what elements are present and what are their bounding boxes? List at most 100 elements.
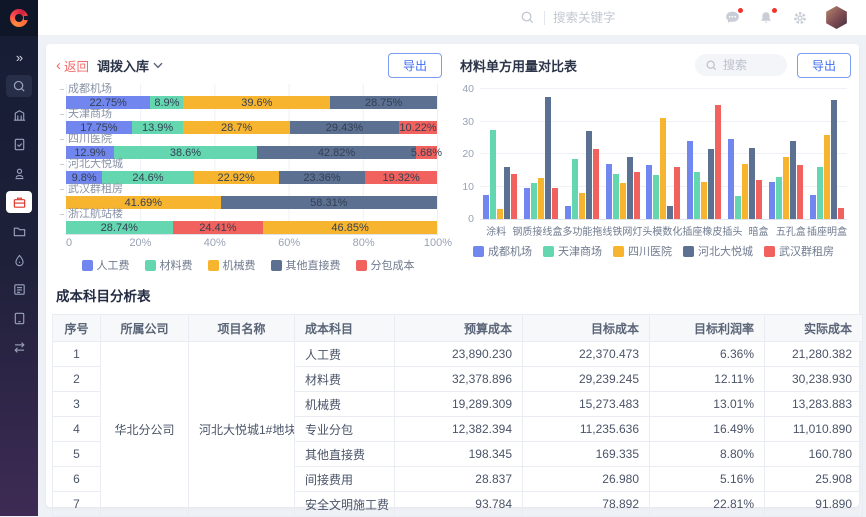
bar-segment[interactable]: 38.6% <box>113 146 258 159</box>
bar-segment[interactable]: 28.75% <box>330 96 437 109</box>
chart-bar[interactable] <box>796 165 803 219</box>
chart-bar[interactable] <box>646 165 653 219</box>
legend-item[interactable]: 人工费 <box>81 257 130 273</box>
chart-bar[interactable] <box>626 157 633 219</box>
chart-bar[interactable] <box>511 173 518 219</box>
legend-item[interactable]: 天津商场 <box>543 243 602 259</box>
bar-segment[interactable]: 39.6% <box>183 96 331 109</box>
chart-bar[interactable] <box>727 139 734 219</box>
settings-icon[interactable] <box>791 9 809 27</box>
avatar[interactable] <box>826 6 847 29</box>
chart-bar[interactable] <box>809 194 816 219</box>
chart-bar[interactable] <box>483 194 490 219</box>
chart-bar[interactable] <box>504 167 511 219</box>
sidebar-item-files[interactable] <box>6 220 32 242</box>
bar-segment[interactable]: 9.8% <box>66 171 103 184</box>
legend-item[interactable]: 四川医院 <box>613 243 672 259</box>
sidebar-item-documents[interactable] <box>6 133 32 155</box>
chart-bar[interactable] <box>741 163 748 219</box>
table-row[interactable]: 5 其他直接费 198.345 169.335 8.80% 160.780 <box>52 441 863 467</box>
chart-bar[interactable] <box>782 157 789 219</box>
chart-bar[interactable] <box>768 181 775 219</box>
bar-segment[interactable]: 46.85% <box>263 221 437 234</box>
chart-bar[interactable] <box>490 129 497 219</box>
bar-segment[interactable]: 24.6% <box>102 171 194 184</box>
legend-item[interactable]: 机械费 <box>207 257 256 273</box>
bar-segment[interactable]: 24.41% <box>172 221 264 234</box>
bar-segment[interactable]: 41.69% <box>66 196 221 209</box>
chart-bar[interactable] <box>708 149 715 219</box>
expand-icon[interactable]: » <box>15 49 23 65</box>
bar-segment[interactable]: 19.32% <box>365 171 437 184</box>
legend-item[interactable]: 材料费 <box>144 257 193 273</box>
chart-bar[interactable] <box>734 196 741 219</box>
chart-bar[interactable] <box>687 141 694 219</box>
sidebar-item-personnel[interactable] <box>6 162 32 184</box>
chart-bar[interactable] <box>837 207 844 219</box>
bar-segment[interactable]: 17.75% <box>66 121 132 134</box>
back-button[interactable]: ‹ 返回 <box>56 56 90 74</box>
chart-bar[interactable] <box>612 173 619 219</box>
table-row[interactable]: 6 间接费用 28.837 26.980 5.16% 25.908 <box>52 466 863 492</box>
bar-segment[interactable]: 8.9% <box>150 96 184 109</box>
sidebar-item-search[interactable] <box>6 75 32 97</box>
chart-bar[interactable] <box>571 158 578 219</box>
table-row[interactable]: 7 安全文明施工费 93.784 78.892 22.81% 91.890 <box>52 491 863 517</box>
legend-item[interactable]: 成都机场 <box>473 243 532 259</box>
sidebar-item-projects[interactable] <box>6 191 32 213</box>
chart-bar[interactable] <box>578 193 585 219</box>
chart-bar[interactable] <box>748 147 755 219</box>
chart-bar[interactable] <box>633 171 640 219</box>
sidebar-item-transfer[interactable] <box>6 336 32 358</box>
chart-search[interactable] <box>694 54 787 76</box>
bar-segment[interactable]: 42.82% <box>257 146 416 159</box>
chart-bar[interactable] <box>538 178 545 219</box>
table-row[interactable]: 4 专业分包 12,382.394 11,235.636 16.49% 11,010.89… <box>52 416 863 442</box>
chart-bar[interactable] <box>674 167 681 219</box>
chart-bar[interactable] <box>823 134 830 219</box>
chart-bar[interactable] <box>592 149 599 219</box>
chart-bar[interactable] <box>564 206 571 219</box>
bar-segment[interactable]: 22.92% <box>193 171 279 184</box>
chart-bar[interactable] <box>545 97 552 219</box>
bar-segment[interactable]: 12.9% <box>66 146 114 159</box>
chart-bar[interactable] <box>619 183 626 219</box>
legend-item[interactable]: 其他直接费 <box>270 257 341 273</box>
chart-bar[interactable] <box>552 188 559 219</box>
chart-bar[interactable] <box>667 206 674 219</box>
chart-bar[interactable] <box>694 171 701 219</box>
chart-bar[interactable] <box>653 175 660 219</box>
chart-bar[interactable] <box>816 167 823 219</box>
global-search-input[interactable] <box>553 10 663 25</box>
chart-bar[interactable] <box>531 183 538 219</box>
bar-segment[interactable]: 23.36% <box>278 171 366 184</box>
bar-segment[interactable]: 28.7% <box>183 121 290 134</box>
bar-segment[interactable]: 22.75% <box>66 96 151 109</box>
chart-bar[interactable] <box>715 105 722 219</box>
legend-item[interactable]: 分包成本 <box>355 257 415 273</box>
chart-bar[interactable] <box>701 181 708 219</box>
chart-search-input[interactable] <box>722 58 777 72</box>
app-logo[interactable] <box>0 0 38 36</box>
bar-segment[interactable]: 5.68% <box>410 146 443 159</box>
table-row[interactable]: 1华北分公司河北大悦城1#地块项目人工费23,890.23022,370.473… <box>52 341 863 517</box>
bar-segment[interactable]: 29.43% <box>289 121 400 134</box>
messages-icon[interactable] <box>723 7 743 27</box>
export-button-left[interactable]: 导出 <box>387 52 442 78</box>
chart-bar[interactable] <box>660 118 667 219</box>
chart-bar[interactable] <box>755 180 762 219</box>
export-button-right[interactable]: 导出 <box>796 52 851 78</box>
bar-segment[interactable]: 13.9% <box>131 121 184 134</box>
chart-bar[interactable] <box>497 209 504 219</box>
bar-segment[interactable]: 58.31% <box>220 196 437 209</box>
notifications-icon[interactable] <box>757 7 777 27</box>
panel-title-dropdown[interactable]: 调拨入库 <box>97 56 163 75</box>
bar-segment[interactable]: 10.22% <box>399 121 437 134</box>
legend-item[interactable]: 武汉群租房 <box>764 243 834 259</box>
sidebar-item-devices[interactable] <box>6 307 32 329</box>
chart-bar[interactable] <box>585 131 592 219</box>
sidebar-item-reports[interactable] <box>6 278 32 300</box>
bar-segment[interactable]: 28.74% <box>66 221 173 234</box>
chart-bar[interactable] <box>605 163 612 219</box>
chart-bar[interactable] <box>775 176 782 219</box>
